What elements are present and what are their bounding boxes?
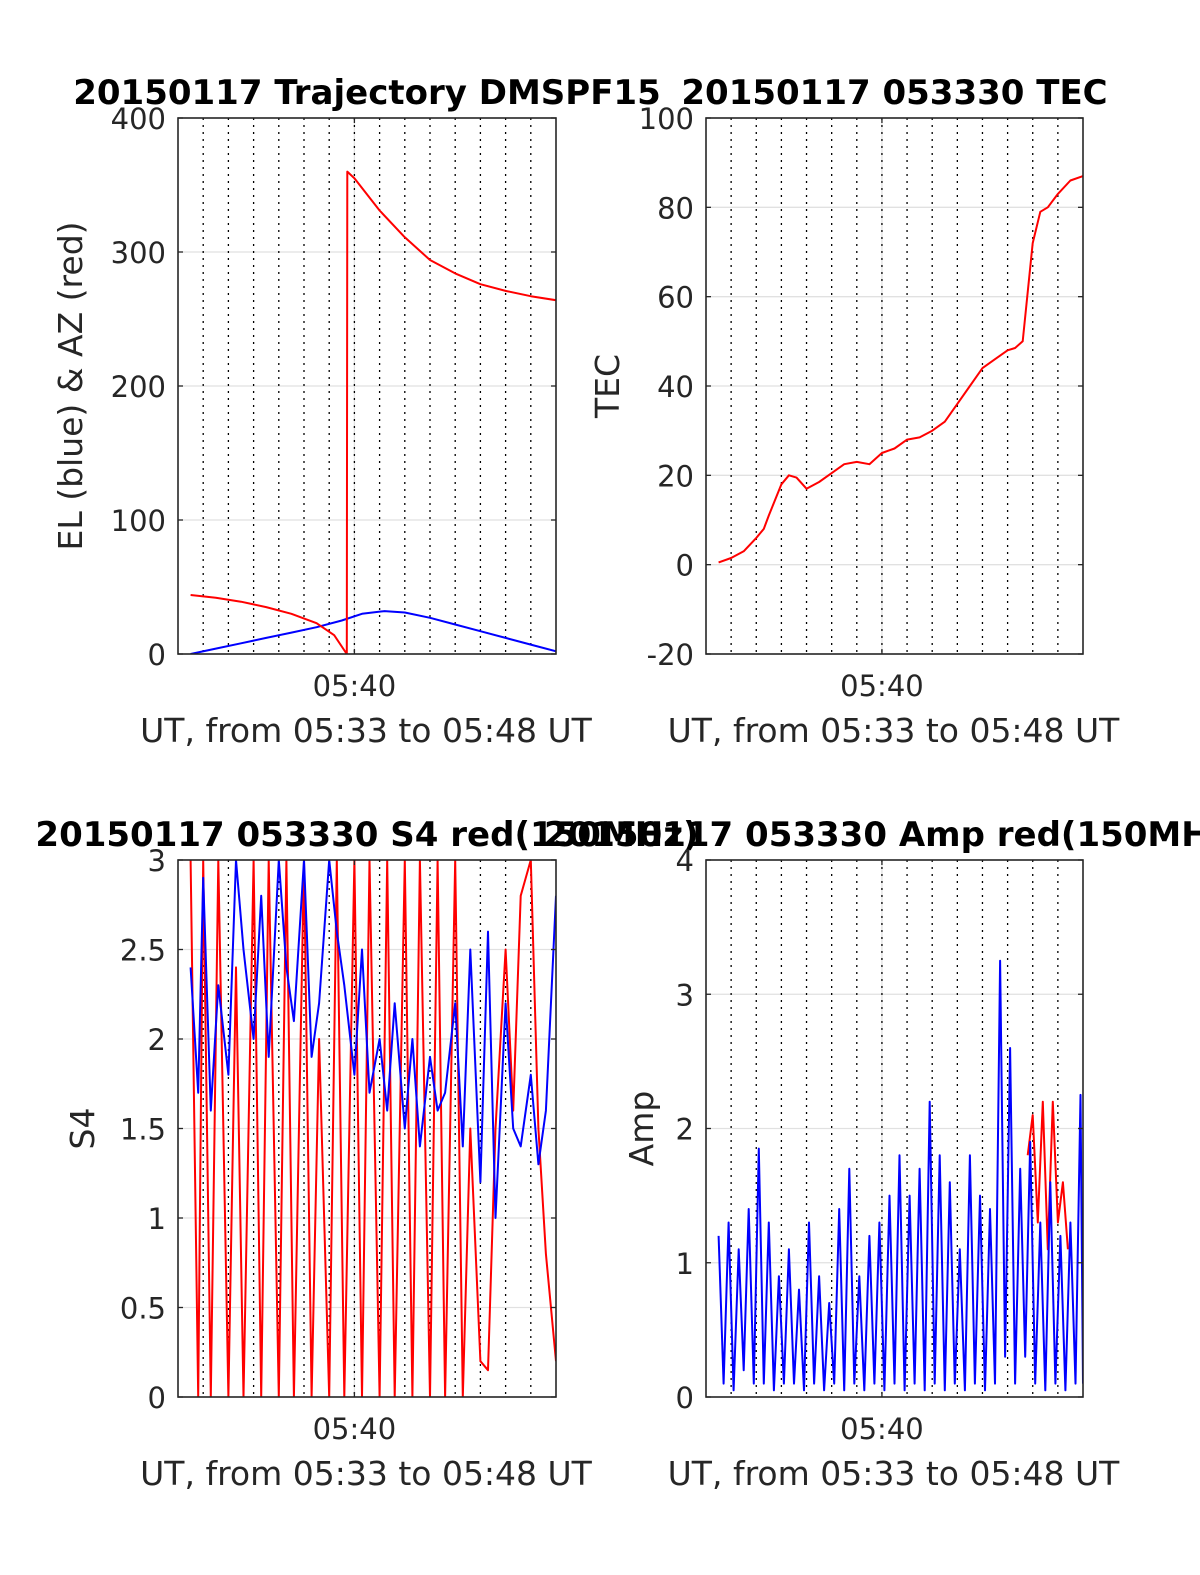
y-tick-label: 0.5 bbox=[120, 1292, 166, 1326]
y-axis-label: TEC bbox=[588, 354, 627, 419]
subplot-1: 0 100 200 300 400 05:40 UT, from 05:33 to 05:4… bbox=[51, 73, 661, 750]
y-tick-label: 100 bbox=[111, 504, 166, 538]
y-tick-label: 1 bbox=[148, 1202, 166, 1236]
y-tick-label: 0 bbox=[676, 549, 694, 583]
subplot-2: -20 0 20 40 60 80 100 05:40 UT, from 05:33 to 05… bbox=[588, 73, 1120, 750]
x-axis-label: UT, from 05:33 to 05:48 UT bbox=[140, 1454, 593, 1493]
x-tick-label: 05:40 bbox=[313, 669, 397, 703]
chart-title: 20150117 053330 S4 red(150MHz) bbox=[35, 815, 698, 855]
y-tick-label: 1.5 bbox=[120, 1113, 166, 1147]
y-tick-label: 1 bbox=[676, 1247, 694, 1281]
y-tick-label: 2 bbox=[148, 1023, 166, 1057]
y-axis-label: EL (blue) & AZ (red) bbox=[51, 221, 90, 550]
y-tick-label: 300 bbox=[111, 236, 166, 270]
y-tick-label: 2 bbox=[676, 1113, 694, 1147]
series-line-1 bbox=[190, 610, 556, 654]
series-group bbox=[718, 175, 1083, 564]
x-tick-label: 05:40 bbox=[313, 1412, 397, 1446]
series-line-2 bbox=[189, 860, 556, 1219]
y-tick-label: 400 bbox=[111, 102, 166, 136]
subplot-4: 0 1 2 3 4 05:40 UT, from 05:33 to 05:48 UT Amp 2… bbox=[544, 815, 1200, 1493]
y-tick-label: 2.5 bbox=[120, 934, 166, 968]
series-line-1 bbox=[189, 860, 556, 1397]
y-tick-label: 40 bbox=[657, 370, 694, 404]
y-axis-label: S4 bbox=[63, 1108, 102, 1150]
y-tick-label: 0 bbox=[148, 638, 166, 672]
y-tick-label: 80 bbox=[657, 191, 694, 225]
x-axis-label: UT, from 05:33 to 05:48 UT bbox=[668, 1454, 1121, 1493]
subplot-3: 0 0.5 1 1.5 2 2.5 3 05:40 UT, from 05:33 to 05:4… bbox=[35, 815, 698, 1493]
y-tick-label: 100 bbox=[639, 102, 694, 136]
series-group bbox=[717, 959, 1083, 1392]
series-line-2 bbox=[190, 170, 556, 654]
chart-title: 20150117 053330 TEC bbox=[681, 73, 1107, 113]
series-line-2 bbox=[717, 959, 1083, 1392]
y-tick-label: 4 bbox=[676, 844, 694, 878]
y-tick-label: 3 bbox=[148, 844, 166, 878]
chart-title: 20150117 Trajectory DMSPF15 bbox=[73, 73, 661, 113]
series-group bbox=[189, 860, 556, 1397]
y-tick-label: -20 bbox=[647, 638, 694, 672]
y-tick-label: 0 bbox=[148, 1381, 166, 1415]
y-tick-label: 3 bbox=[676, 978, 694, 1012]
x-axis-label: UT, from 05:33 to 05:48 UT bbox=[668, 711, 1121, 750]
chart-title: 20150117 053330 Amp red(150MHz) bbox=[544, 815, 1200, 855]
y-tick-label: 20 bbox=[657, 459, 694, 493]
y-tick-label: 0 bbox=[676, 1381, 694, 1415]
x-axis-label: UT, from 05:33 to 05:48 UT bbox=[140, 711, 593, 750]
series-line-1 bbox=[718, 175, 1083, 564]
y-tick-label: 200 bbox=[111, 370, 166, 404]
y-tick-label: 60 bbox=[657, 281, 694, 315]
y-axis-label: Amp bbox=[622, 1091, 661, 1167]
x-tick-label: 05:40 bbox=[840, 1412, 924, 1446]
series-group bbox=[190, 170, 556, 654]
x-tick-label: 05:40 bbox=[840, 669, 924, 703]
